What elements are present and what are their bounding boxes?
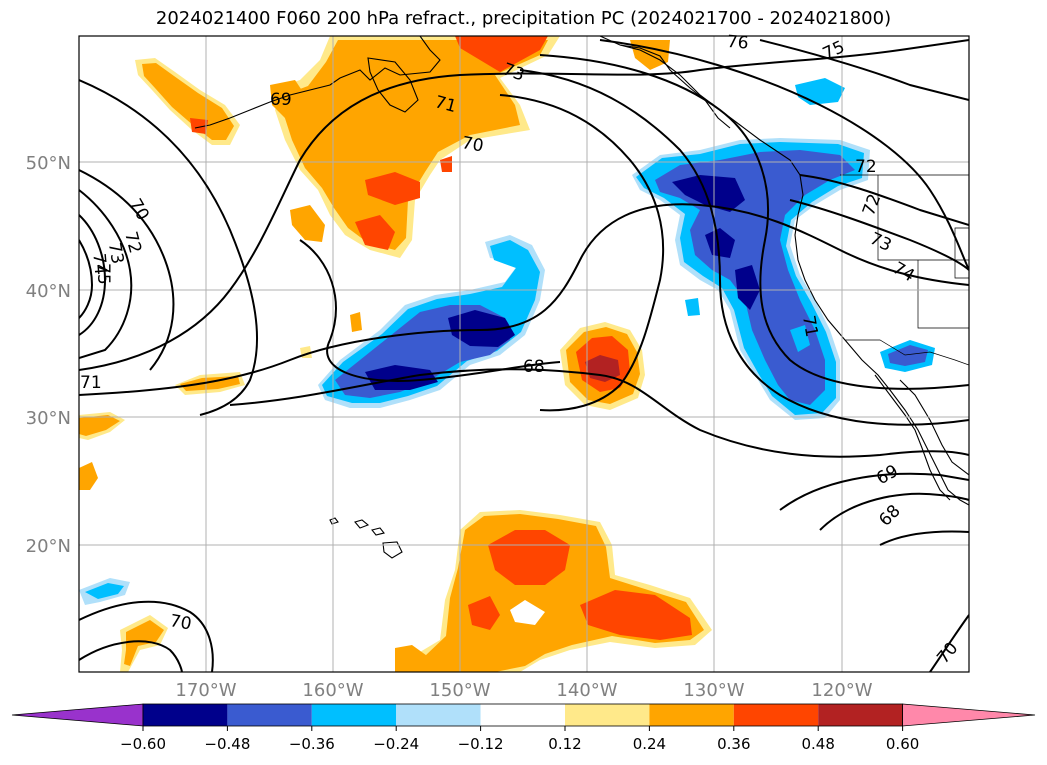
longitude-labels: 170°W 160°W 150°W 140°W 130°W 120°W xyxy=(175,680,872,701)
contour-label: 70 xyxy=(168,611,193,634)
colorbar-tick-label: 0.60 xyxy=(886,735,919,753)
colorbar-segment xyxy=(733,704,819,726)
lat-label: 30°N xyxy=(26,408,71,429)
colorbar-extend-low xyxy=(11,703,144,727)
colorbar-segment xyxy=(480,704,565,726)
colorbar-tick-label: 0.12 xyxy=(548,735,581,753)
contour-label: 70 xyxy=(460,133,485,156)
lat-label: 40°N xyxy=(26,281,71,302)
colorbar-segment xyxy=(565,704,650,726)
contour-label: 68 xyxy=(523,357,545,377)
contour-label: 74 xyxy=(88,252,110,275)
colorbar-segment xyxy=(227,704,312,726)
lon-label: 140°W xyxy=(556,680,617,701)
lon-label: 170°W xyxy=(175,680,236,701)
colorbar-tick-label: −0.12 xyxy=(458,735,504,753)
coastlines xyxy=(194,36,969,559)
lon-label: 150°W xyxy=(429,680,490,701)
precip-anomaly-positive xyxy=(79,36,712,672)
plot-frame xyxy=(78,35,970,673)
lat-label: 50°N xyxy=(26,153,71,174)
colorbar-tick-label: −0.36 xyxy=(289,735,335,753)
contour-label: 71 xyxy=(80,373,102,393)
latitude-labels: 50°N 40°N 30°N 20°N xyxy=(26,153,71,557)
lon-label: 130°W xyxy=(683,680,744,701)
colorbar-tick-label: −0.60 xyxy=(120,735,166,753)
lon-label: 160°W xyxy=(302,680,363,701)
contour-label: 71 xyxy=(798,314,821,339)
colorbar-tick-label: −0.24 xyxy=(373,735,419,753)
colorbar-segment xyxy=(649,704,734,726)
contour-label: 75 xyxy=(93,263,113,285)
contour-label: 72 xyxy=(855,157,877,177)
colorbar-segment xyxy=(818,704,903,726)
colorbar-segment xyxy=(143,704,228,726)
colorbar-outline xyxy=(142,703,903,727)
colorbar: −0.60 −0.48 −0.36 −0.24 −0.12 0.12 0.24 0.36 0.4… xyxy=(11,703,1036,753)
political-borders xyxy=(840,174,969,366)
colorbar-tick-label: 0.36 xyxy=(717,735,750,753)
refractivity-contours xyxy=(79,39,969,672)
contour-label: 76 xyxy=(726,32,749,54)
contour-label: 69 xyxy=(270,90,292,110)
gridlines xyxy=(79,36,969,672)
colorbar-extend-high xyxy=(902,703,1036,727)
contour-label: 73 xyxy=(104,241,127,266)
colorbar-segment xyxy=(311,704,397,726)
map-title: 2024021400 F060 200 hPa refract., precip… xyxy=(155,8,892,29)
colorbar-tick-label: −0.48 xyxy=(204,735,250,753)
colorbar-tick-label: 0.24 xyxy=(633,735,666,753)
lon-label: 120°W xyxy=(811,680,872,701)
precip-anomaly-negative xyxy=(79,78,935,605)
colorbar-segment xyxy=(396,704,481,726)
colorbar-tick-label: 0.48 xyxy=(801,735,834,753)
lat-label: 20°N xyxy=(26,536,71,557)
